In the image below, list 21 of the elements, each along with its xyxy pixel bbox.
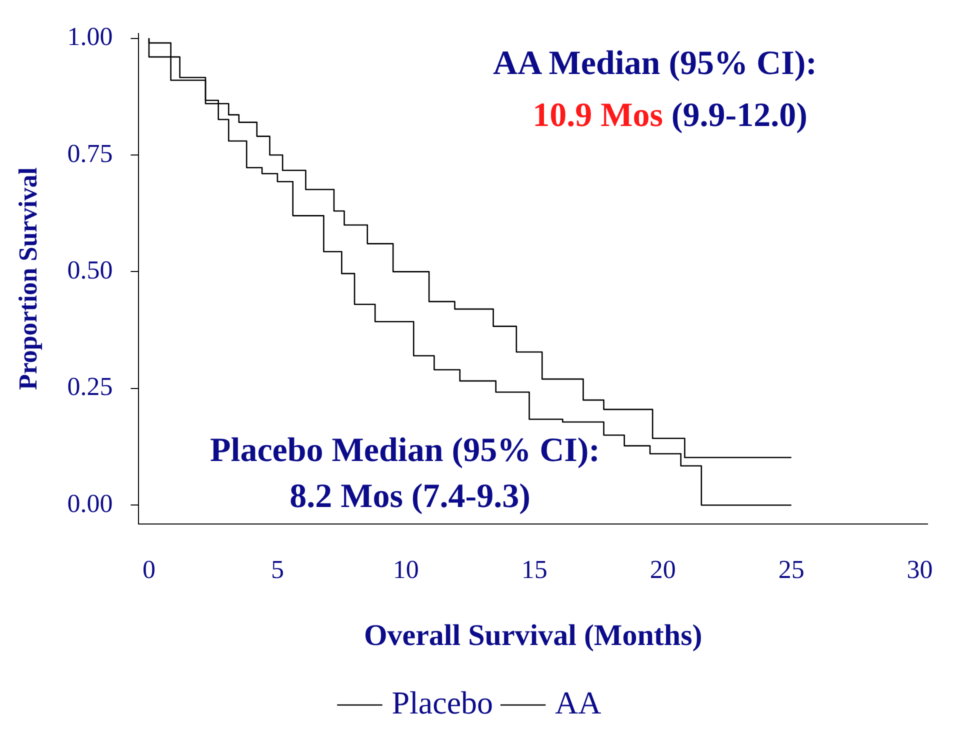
x-tick-label: 0 bbox=[142, 555, 156, 584]
y-tick-label: 0.25 bbox=[67, 372, 113, 402]
x-tick-label: 25 bbox=[778, 555, 804, 584]
x-tick-label: 30 bbox=[906, 555, 933, 584]
legend-label: AA bbox=[555, 684, 602, 720]
annotation: AA Median (95% CI): bbox=[493, 45, 817, 83]
x-tick-label: 15 bbox=[521, 555, 548, 584]
y-tick-label: 1.00 bbox=[67, 22, 113, 52]
y-tick-label: 0.75 bbox=[67, 138, 113, 168]
y-axis-title: Proportion Survival bbox=[13, 167, 42, 390]
y-tick-label: 0.00 bbox=[67, 488, 113, 518]
annotation: 10.9 Mos bbox=[532, 97, 663, 134]
annotation: 8.2 Mos (7.4-9.3) bbox=[290, 478, 530, 516]
x-tick-label: 20 bbox=[650, 555, 676, 584]
x-axis-title: Overall Survival (Months) bbox=[364, 618, 702, 652]
legend-label: Placebo bbox=[392, 684, 494, 720]
x-tick-label: 5 bbox=[270, 555, 284, 584]
annotation: Placebo Median (95% CI): bbox=[210, 432, 600, 470]
annotation: (9.9-12.0) bbox=[670, 97, 808, 134]
x-tick-label: 10 bbox=[392, 555, 419, 584]
y-tick-label: 0.50 bbox=[67, 256, 113, 285]
